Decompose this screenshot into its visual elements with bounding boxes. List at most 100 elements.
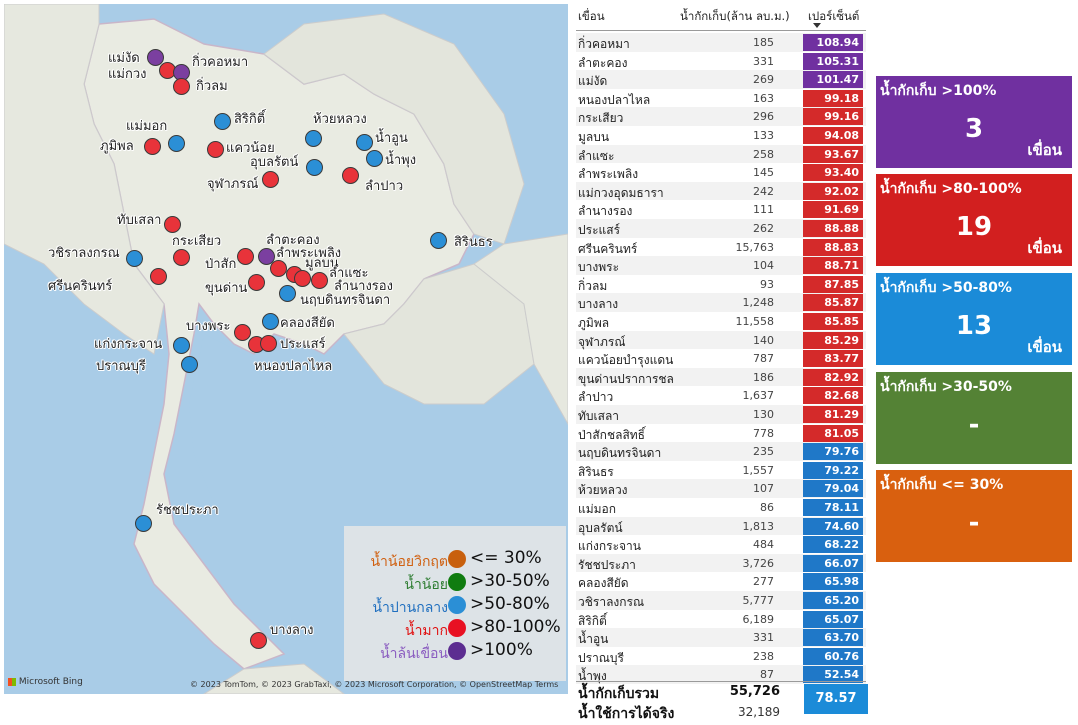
table-row[interactable]: คลองสียัด 277 65.98 (576, 572, 866, 591)
table-row[interactable]: กระเสียว 296 99.16 (576, 107, 866, 126)
table-row[interactable]: น้ำพุง 87 52.54 (576, 665, 866, 684)
map-marker-ubolratana[interactable] (306, 159, 323, 176)
table-row[interactable]: นฤบดินทรจินดา 235 79.76 (576, 442, 866, 461)
map-label: แม่งัด (108, 51, 140, 66)
column-header-dam[interactable]: เขื่อน (578, 9, 605, 23)
map-marker-kaengkrachan[interactable] (173, 337, 190, 354)
table-row[interactable]: ศรีนครินทร์ 15,763 88.83 (576, 238, 866, 257)
table-row[interactable]: น้ำอูน 331 63.70 (576, 628, 866, 647)
map-marker-naruebodindra[interactable] (279, 285, 296, 302)
map-marker-khwaenoi[interactable] (207, 141, 224, 158)
map-marker-krasiao[interactable] (173, 249, 190, 266)
map-marker-khundan[interactable] (248, 274, 265, 291)
table-row[interactable]: แก่งกระจาน 484 68.22 (576, 535, 866, 554)
table-row[interactable]: สิรินธร 1,557 79.22 (576, 461, 866, 480)
map-marker-ratchaprapha[interactable] (135, 515, 152, 532)
map-marker-prasae[interactable] (260, 335, 277, 352)
dam-name: กระเสียว (578, 111, 624, 126)
table-row[interactable]: วชิราลงกรณ 5,777 65.20 (576, 591, 866, 610)
map-marker-sirikit[interactable] (168, 135, 185, 152)
table-row[interactable]: กิ่วคอหมา 185 108.94 (576, 33, 866, 52)
dam-volume: 238 (753, 649, 774, 663)
map-marker-chulabhorn[interactable] (262, 171, 279, 188)
table-row[interactable]: ภูมิพล 11,558 85.85 (576, 312, 866, 331)
dam-percent: 65.98 (803, 573, 863, 591)
map-marker-maemok[interactable] (214, 113, 231, 130)
table-row[interactable]: จุฬาภรณ์ 140 85.29 (576, 330, 866, 350)
table-row[interactable]: ลำพระเพลิง 145 93.40 (576, 163, 866, 182)
table-row[interactable]: แควน้อยบำรุงแดน 787 83.77 (576, 349, 866, 368)
dam-name: ลำพระเพลิง (578, 167, 639, 182)
table-row[interactable]: ประแสร์ 262 88.88 (576, 219, 866, 238)
map-marker-bhumibol[interactable] (144, 138, 161, 155)
map-marker-banglang[interactable] (250, 632, 267, 649)
table-row[interactable]: กิ่วลม 93 87.85 (576, 275, 866, 294)
map-marker-pasak[interactable] (237, 248, 254, 265)
bing-logo-text: Microsoft Bing (18, 677, 83, 687)
map-marker-lampao[interactable] (342, 167, 359, 184)
table-row[interactable]: ลำแซะ 258 93.67 (576, 144, 866, 164)
table-row[interactable]: บางลาง 1,248 85.87 (576, 293, 866, 312)
dam-name: บางลาง (578, 297, 619, 312)
map-marker-nam-phung[interactable] (366, 150, 383, 167)
map-marker-kiwlom[interactable] (173, 78, 190, 95)
dam-volume: 130 (753, 408, 774, 421)
map-marker-khlongsiyat[interactable] (262, 313, 279, 330)
map-label: อุบลรัตน์ (250, 155, 299, 170)
map-marker-huailuang[interactable] (305, 130, 322, 147)
table-row[interactable]: อุบลรัตน์ 1,813 74.60 (576, 516, 866, 536)
map-marker-vajiralongkorn[interactable] (126, 250, 143, 267)
table-row[interactable]: หนองปลาไหล 163 99.18 (576, 89, 866, 108)
table-row[interactable]: ลำนางรอง 111 91.69 (576, 200, 866, 219)
column-header-percent[interactable]: เปอร์เซ็นต์ (808, 9, 860, 23)
dam-percent: 74.60 (803, 517, 863, 535)
map-copyright: © 2023 TomTom, © 2023 GrabTaxi, © 2023 M… (190, 680, 559, 689)
table-row[interactable]: ปราณบุรี 238 60.76 (576, 647, 866, 666)
legend-range: >80-100% (470, 617, 561, 637)
map-marker-srinagarind[interactable] (150, 268, 167, 285)
table-row[interactable]: ลำปาว 1,637 82.68 (576, 386, 866, 405)
card-unit: เขื่อน (1027, 338, 1062, 356)
table-row[interactable]: ลำตะคอง 331 105.31 (576, 52, 866, 71)
map-marker-lamnangrong[interactable] (311, 272, 328, 289)
legend-name: น้ำล้นเขื่อน (380, 646, 448, 662)
dam-percent: 82.92 (803, 368, 863, 386)
total-label: น้ำกักเก็บรวม (578, 686, 660, 702)
table-row[interactable]: ขุนด่านปราการชล 186 82.92 (576, 367, 866, 387)
dam-volume: 111 (753, 203, 774, 217)
map-marker-lamsae[interactable] (294, 270, 311, 287)
dam-name: ลำนางรอง (578, 204, 633, 219)
dam-percent: 65.20 (803, 592, 863, 609)
dam-name: จุฬาภรณ์ (578, 334, 626, 349)
card-title: น้ำกักเก็บ >30-50% (880, 379, 1012, 395)
table-row[interactable]: แม่กวงอุดมธารา 242 92.02 (576, 181, 866, 201)
dam-percent: 87.85 (803, 275, 863, 293)
card-title: น้ำกักเก็บ >50-80% (880, 280, 1012, 296)
table-row[interactable]: สิริกิติ์ 6,189 65.07 (576, 610, 866, 629)
map-marker-maengat[interactable] (147, 49, 164, 66)
map-marker-lamtakhong[interactable] (258, 248, 275, 265)
map-marker-bangphra[interactable] (234, 324, 251, 341)
map-marker-sirindhorn[interactable] (430, 232, 447, 249)
map-marker-lamphraphloeng[interactable] (270, 260, 287, 277)
map-legend: น้ำน้อยวิกฤต <= 30% น้ำน้อย >30-50% น้ำป… (344, 526, 566, 681)
card-title: น้ำกักเก็บ >100% (880, 83, 997, 99)
table-row[interactable]: รัชชประภา 3,726 66.07 (576, 553, 866, 573)
column-header-volume[interactable]: น้ำกักเก็บ(ล้าน ลบ.ม.) (680, 9, 790, 23)
map-marker-pranburi[interactable] (181, 356, 198, 373)
dam-map[interactable]: แม่งัด แม่กวง กิ่วคอหมา กิ่วลม แม่มอก สิ… (4, 4, 568, 694)
dam-volume: 140 (753, 333, 774, 347)
map-marker-nam-un[interactable] (356, 134, 373, 151)
map-marker-thapsalao[interactable] (164, 216, 181, 233)
table-row[interactable]: มูลบน 133 94.08 (576, 126, 866, 145)
table-row[interactable]: บางพระ 104 88.71 (576, 256, 866, 275)
table-row[interactable]: ทับเสลา 130 81.29 (576, 405, 866, 424)
table-row[interactable]: ป่าสักชลสิทธิ์ 778 81.05 (576, 424, 866, 443)
map-label: บางพระ (186, 319, 231, 334)
table-row[interactable]: แม่มอก 86 78.11 (576, 498, 866, 517)
legend-range: >30-50% (470, 571, 550, 591)
table-row[interactable]: แม่งัด 269 101.47 (576, 70, 866, 89)
dam-volume: 93 (760, 277, 774, 291)
dam-name: มูลบน (578, 130, 610, 144)
table-row[interactable]: ห้วยหลวง 107 79.04 (576, 479, 866, 498)
